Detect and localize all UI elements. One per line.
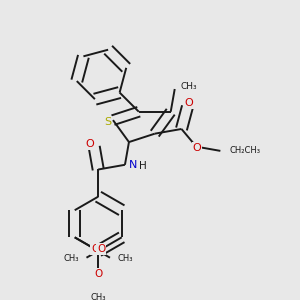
Text: H: H — [139, 161, 147, 171]
Text: O: O — [91, 244, 99, 254]
Text: O: O — [85, 139, 94, 149]
Text: N: N — [129, 160, 137, 170]
Text: O: O — [94, 268, 102, 278]
Text: CH₃: CH₃ — [91, 293, 106, 300]
Text: O: O — [193, 143, 201, 153]
Text: S: S — [104, 117, 111, 127]
Text: CH₃: CH₃ — [118, 254, 133, 263]
Text: CH₃: CH₃ — [63, 254, 79, 263]
Text: O: O — [97, 244, 106, 254]
Text: O: O — [184, 98, 194, 108]
Text: CH₃: CH₃ — [180, 82, 197, 91]
Text: CH₂CH₃: CH₂CH₃ — [230, 146, 261, 155]
